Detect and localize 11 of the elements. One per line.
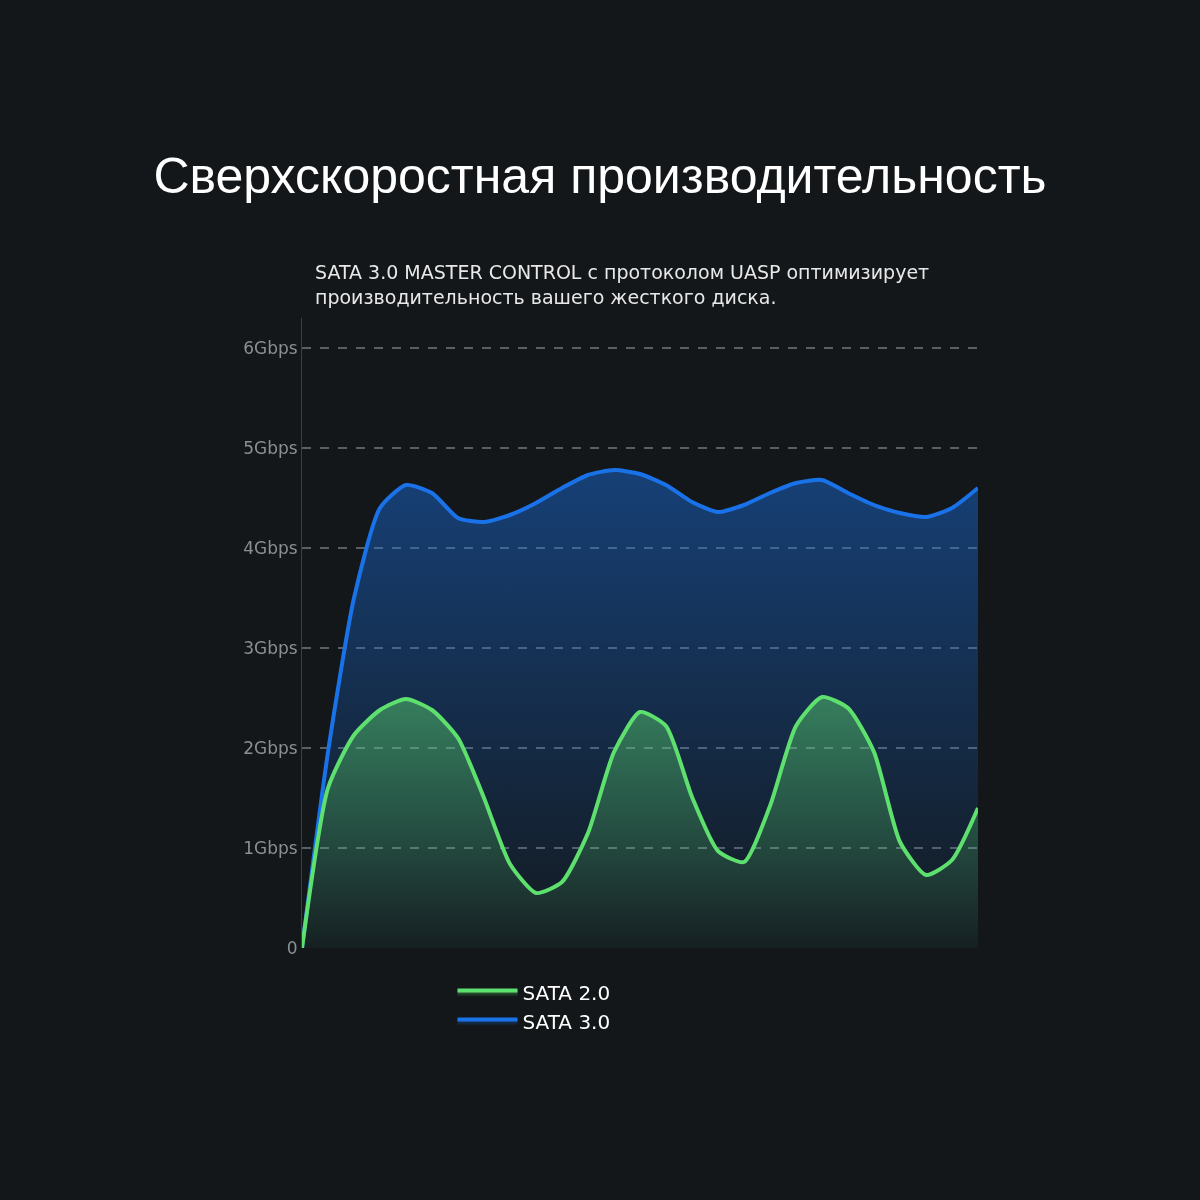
chart-title: Сверхскоростная производительность [153,147,1047,204]
y-tick-label: 6Gbps [243,337,298,358]
legend-label: SATA 3.0 [522,1010,611,1035]
y-tick-label: 1Gbps [243,837,298,858]
y-tick-label: 4Gbps [243,537,298,558]
y-tick-label: 2Gbps [243,737,298,758]
y-tick-label: 0 [286,937,298,958]
legend-label: SATA 2.0 [522,981,611,1006]
y-tick-label: 3Gbps [243,637,298,658]
y-tick-label: 5Gbps [243,437,298,458]
chart-subtitle: SATA 3.0 MASTER CONTROL с протоколом UASP оптимизирует производительность вашего жесткого диска. [315,261,930,308]
